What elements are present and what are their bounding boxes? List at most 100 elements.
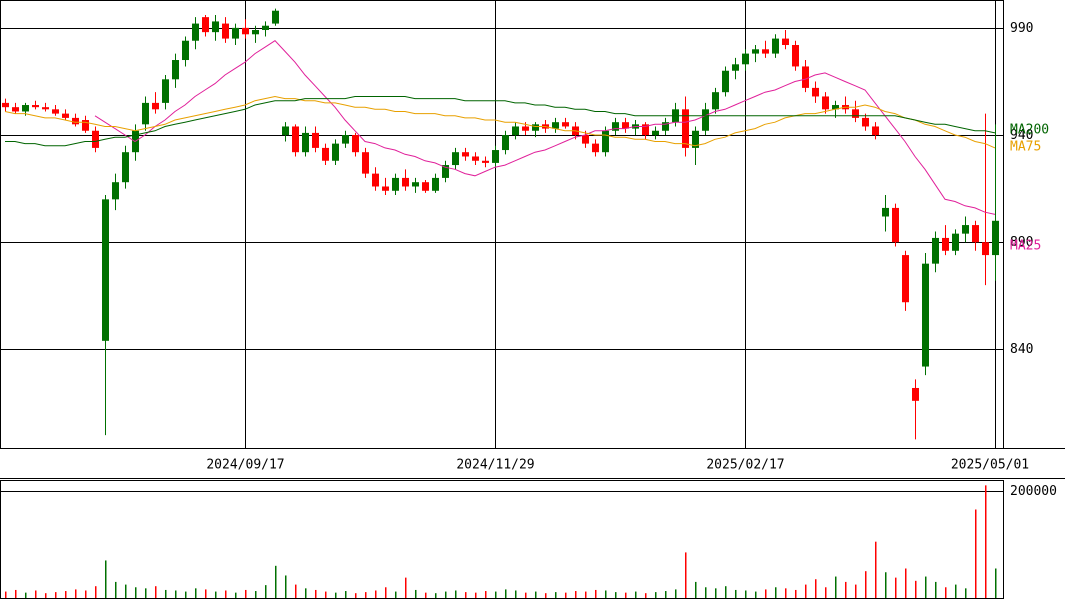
volume-bar — [915, 580, 917, 598]
candle-body — [502, 135, 509, 151]
volume-bar — [465, 592, 467, 598]
candle-body — [602, 130, 609, 153]
volume-bar — [75, 589, 77, 598]
volume-bar — [105, 560, 107, 598]
volume-bar — [785, 588, 787, 598]
volume-bar — [735, 589, 737, 598]
volume-bar — [585, 591, 587, 598]
candle-body — [762, 49, 769, 54]
candle-body — [142, 102, 149, 125]
volume-bar — [365, 592, 367, 598]
candle-body — [472, 156, 479, 161]
volume-bar — [395, 591, 397, 598]
candle-body — [782, 38, 789, 46]
volume-bar — [455, 590, 457, 598]
volume-bar — [345, 591, 347, 598]
candle-body — [872, 126, 879, 136]
volume-bar — [795, 589, 797, 598]
volume-bar — [545, 593, 547, 598]
candle-body — [72, 117, 79, 125]
volume-bar — [625, 592, 627, 598]
candle-body — [192, 23, 199, 41]
volume-bar — [815, 579, 817, 598]
volume-bar — [255, 591, 257, 598]
volume-bar — [725, 586, 727, 598]
volume-bar — [965, 588, 967, 598]
candle-body — [462, 152, 469, 157]
volume-bar — [575, 591, 577, 598]
candle-body — [412, 182, 419, 187]
candle-body — [702, 109, 709, 131]
volume-bar — [745, 590, 747, 598]
candle-body — [302, 132, 309, 153]
ma-line — [94, 40, 996, 215]
candle-body — [952, 233, 959, 251]
candle-body — [182, 40, 189, 61]
volume-bar — [205, 589, 207, 598]
candle-body — [292, 126, 299, 153]
candle-body — [722, 70, 729, 93]
volume-bar — [305, 588, 307, 598]
volume-bar — [425, 592, 427, 598]
candle-body — [452, 152, 459, 166]
volume-bar — [845, 581, 847, 598]
candle-body — [12, 107, 19, 112]
volume-bar — [435, 593, 437, 598]
volume-bar — [65, 591, 67, 598]
legend-label: MA200 — [1010, 123, 1049, 138]
candle-body — [882, 207, 889, 217]
volume-bar — [955, 584, 957, 598]
volume-bar — [515, 590, 517, 598]
volume-bar — [655, 592, 657, 598]
volume-bar — [155, 586, 157, 598]
volume-bar — [235, 592, 237, 598]
candle-body — [612, 122, 619, 131]
candle-body — [942, 237, 949, 251]
volume-bar — [635, 591, 637, 598]
candle-body — [532, 124, 539, 131]
candle-body — [822, 96, 829, 110]
candle-body — [52, 109, 59, 114]
volume-bar — [855, 584, 857, 598]
x-tick-label: 2024/09/17 — [206, 458, 284, 473]
candle-body — [322, 147, 329, 161]
candle-body — [512, 126, 519, 136]
volume-bar — [325, 591, 327, 598]
volume-bar — [265, 585, 267, 598]
volume-bar — [665, 591, 667, 598]
candle-body — [122, 152, 129, 183]
volume-bar — [55, 592, 57, 598]
candle-body — [172, 60, 179, 80]
candle-body — [402, 177, 409, 187]
candle-body — [812, 87, 819, 97]
volume-bar — [505, 589, 507, 598]
candle-body — [42, 107, 49, 110]
y-tick-label: 890 — [1010, 235, 1033, 250]
volume-bar — [185, 591, 187, 598]
volume-bar — [475, 592, 477, 598]
candle-body — [252, 30, 259, 35]
candle-body — [92, 130, 99, 148]
volume-bar — [935, 581, 937, 598]
candle-body — [592, 143, 599, 153]
volume-bar — [525, 592, 527, 598]
candle-body — [102, 199, 109, 341]
candle-body — [562, 122, 569, 127]
candle-body — [692, 130, 699, 148]
candle-body — [162, 79, 169, 103]
volume-bar — [315, 589, 317, 598]
volume-bar — [565, 592, 567, 598]
volume-bar — [215, 591, 217, 598]
candle-body — [582, 135, 589, 144]
volume-bar — [375, 590, 377, 598]
volume-bar — [115, 581, 117, 598]
volume-bar — [165, 589, 167, 598]
volume-bar — [755, 591, 757, 598]
candle-body — [392, 177, 399, 191]
candle-body — [552, 122, 559, 129]
candle-body — [482, 160, 489, 163]
volume-bar — [145, 588, 147, 598]
volume-bar — [195, 588, 197, 598]
candle-body — [342, 135, 349, 144]
